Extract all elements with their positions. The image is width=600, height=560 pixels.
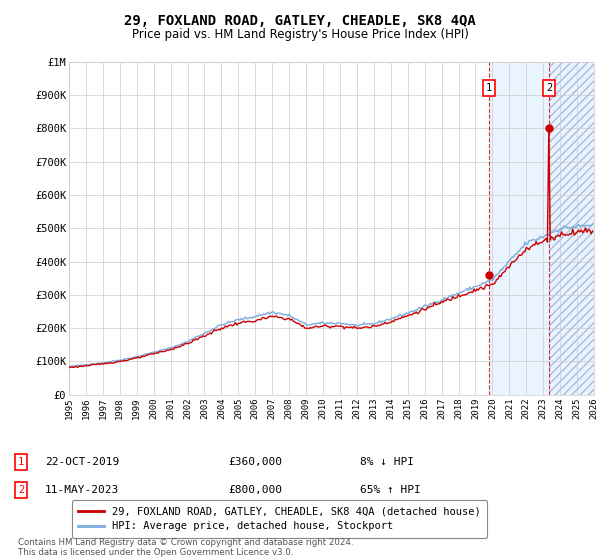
Text: 65% ↑ HPI: 65% ↑ HPI <box>360 485 421 495</box>
Text: 2: 2 <box>18 485 24 495</box>
Text: 1: 1 <box>486 83 492 94</box>
Text: Contains HM Land Registry data © Crown copyright and database right 2024.
This d: Contains HM Land Registry data © Crown c… <box>18 538 353 557</box>
Legend: 29, FOXLAND ROAD, GATLEY, CHEADLE, SK8 4QA (detached house), HPI: Average price,: 29, FOXLAND ROAD, GATLEY, CHEADLE, SK8 4… <box>71 500 487 538</box>
Text: 11-MAY-2023: 11-MAY-2023 <box>45 485 119 495</box>
Text: 2: 2 <box>546 83 552 94</box>
Text: £360,000: £360,000 <box>228 457 282 467</box>
Bar <box>549 62 594 395</box>
Bar <box>489 62 594 395</box>
Text: 8% ↓ HPI: 8% ↓ HPI <box>360 457 414 467</box>
Text: 29, FOXLAND ROAD, GATLEY, CHEADLE, SK8 4QA: 29, FOXLAND ROAD, GATLEY, CHEADLE, SK8 4… <box>124 14 476 28</box>
Text: 22-OCT-2019: 22-OCT-2019 <box>45 457 119 467</box>
Text: 1: 1 <box>18 457 24 467</box>
Text: Price paid vs. HM Land Registry's House Price Index (HPI): Price paid vs. HM Land Registry's House … <box>131 28 469 41</box>
Text: £800,000: £800,000 <box>228 485 282 495</box>
